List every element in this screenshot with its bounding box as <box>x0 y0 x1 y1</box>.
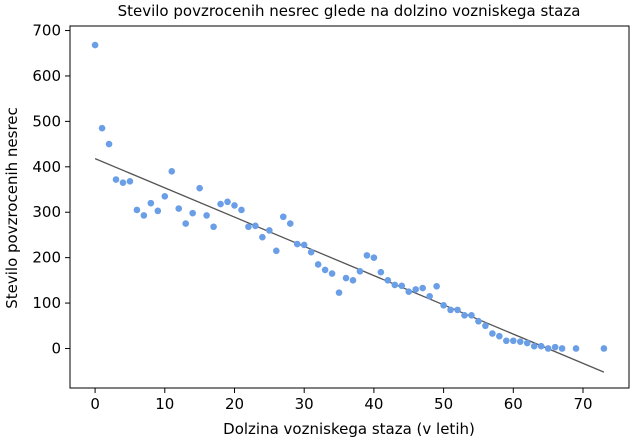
data-point <box>496 332 503 340</box>
data-point <box>516 338 524 345</box>
data-point <box>412 286 420 293</box>
x-axis-label: Dolzina vozniskega staza (v letih) <box>223 420 475 438</box>
data-point <box>245 223 252 231</box>
data-point <box>475 317 482 325</box>
data-point <box>119 179 127 187</box>
x-tick-label: 70 <box>573 395 592 413</box>
y-tick-label: 600 <box>32 67 61 85</box>
x-tick-label: 30 <box>295 395 314 413</box>
data-point <box>126 178 134 185</box>
data-point <box>398 282 406 290</box>
y-axis-ticks: 0 100 200 300 400 500 600 700 <box>32 22 70 357</box>
y-axis-label: Stevilo povzrocenih nesrec <box>3 107 21 309</box>
data-point <box>112 176 120 183</box>
data-point <box>300 241 308 249</box>
data-point <box>454 306 461 314</box>
data-point <box>161 193 169 200</box>
data-point <box>461 312 468 319</box>
trendline-layer <box>94 158 605 373</box>
points-layer <box>91 41 608 352</box>
y-tick-label: 400 <box>32 158 61 176</box>
data-point <box>91 41 99 49</box>
data-point <box>377 268 385 276</box>
trendline <box>94 158 605 373</box>
x-tick-label: 50 <box>434 395 453 413</box>
data-point <box>363 252 371 259</box>
y-tick-label: 100 <box>32 294 61 312</box>
y-tick-label: 700 <box>32 22 61 40</box>
data-point <box>509 337 517 345</box>
x-tick-label: 40 <box>364 395 383 413</box>
data-point <box>482 322 489 330</box>
data-point <box>238 206 245 214</box>
data-point <box>210 223 217 231</box>
data-point <box>168 168 176 175</box>
data-point <box>224 198 231 206</box>
data-point <box>266 227 273 234</box>
x-tick-label: 10 <box>155 395 174 413</box>
x-tick-label: 0 <box>90 395 100 413</box>
data-point <box>558 345 566 352</box>
data-point <box>419 284 426 292</box>
data-point <box>572 345 580 352</box>
data-point <box>189 209 196 217</box>
data-point <box>279 213 287 221</box>
data-point <box>530 342 538 350</box>
data-point <box>384 277 392 284</box>
data-point <box>196 184 203 192</box>
data-point <box>321 266 329 274</box>
data-point <box>154 207 162 215</box>
data-point <box>231 202 238 209</box>
data-point <box>307 248 315 256</box>
data-point <box>105 140 113 148</box>
data-point <box>405 288 413 296</box>
data-point <box>426 292 433 300</box>
data-point <box>349 277 357 284</box>
y-tick-label: 0 <box>51 339 61 357</box>
data-point <box>342 274 350 282</box>
data-point <box>182 220 190 227</box>
data-point <box>147 199 155 207</box>
data-point <box>293 240 301 248</box>
data-point <box>544 345 552 352</box>
data-point <box>203 212 210 219</box>
data-point <box>252 222 259 230</box>
y-tick-label: 200 <box>32 249 61 267</box>
data-point <box>175 205 183 212</box>
data-point <box>551 343 559 351</box>
data-point <box>600 345 608 352</box>
data-point <box>447 306 454 314</box>
x-tick-label: 60 <box>504 395 523 413</box>
data-point <box>537 342 545 350</box>
data-point <box>391 281 399 289</box>
plot-area <box>69 25 630 389</box>
x-axis-ticks: 0 10 20 30 40 50 60 70 <box>90 388 593 413</box>
y-tick-label: 500 <box>32 112 61 130</box>
data-point <box>328 270 336 277</box>
data-point <box>370 254 378 261</box>
data-point <box>356 267 364 275</box>
data-point <box>489 330 496 337</box>
data-point <box>433 282 440 290</box>
data-point <box>335 289 343 296</box>
data-point <box>259 233 266 241</box>
data-point <box>140 212 148 219</box>
data-point <box>468 312 475 319</box>
data-point <box>273 247 280 255</box>
data-point <box>286 220 294 227</box>
data-point <box>217 200 224 208</box>
data-point <box>133 206 141 214</box>
data-point <box>503 337 510 345</box>
y-tick-label: 300 <box>32 203 61 221</box>
data-point <box>98 124 106 132</box>
data-point <box>314 261 322 268</box>
chart-title: Stevilo povzrocenih nesrec glede na dolz… <box>118 2 581 20</box>
data-point <box>523 339 531 347</box>
x-tick-label: 20 <box>225 395 244 413</box>
data-point <box>440 302 447 309</box>
